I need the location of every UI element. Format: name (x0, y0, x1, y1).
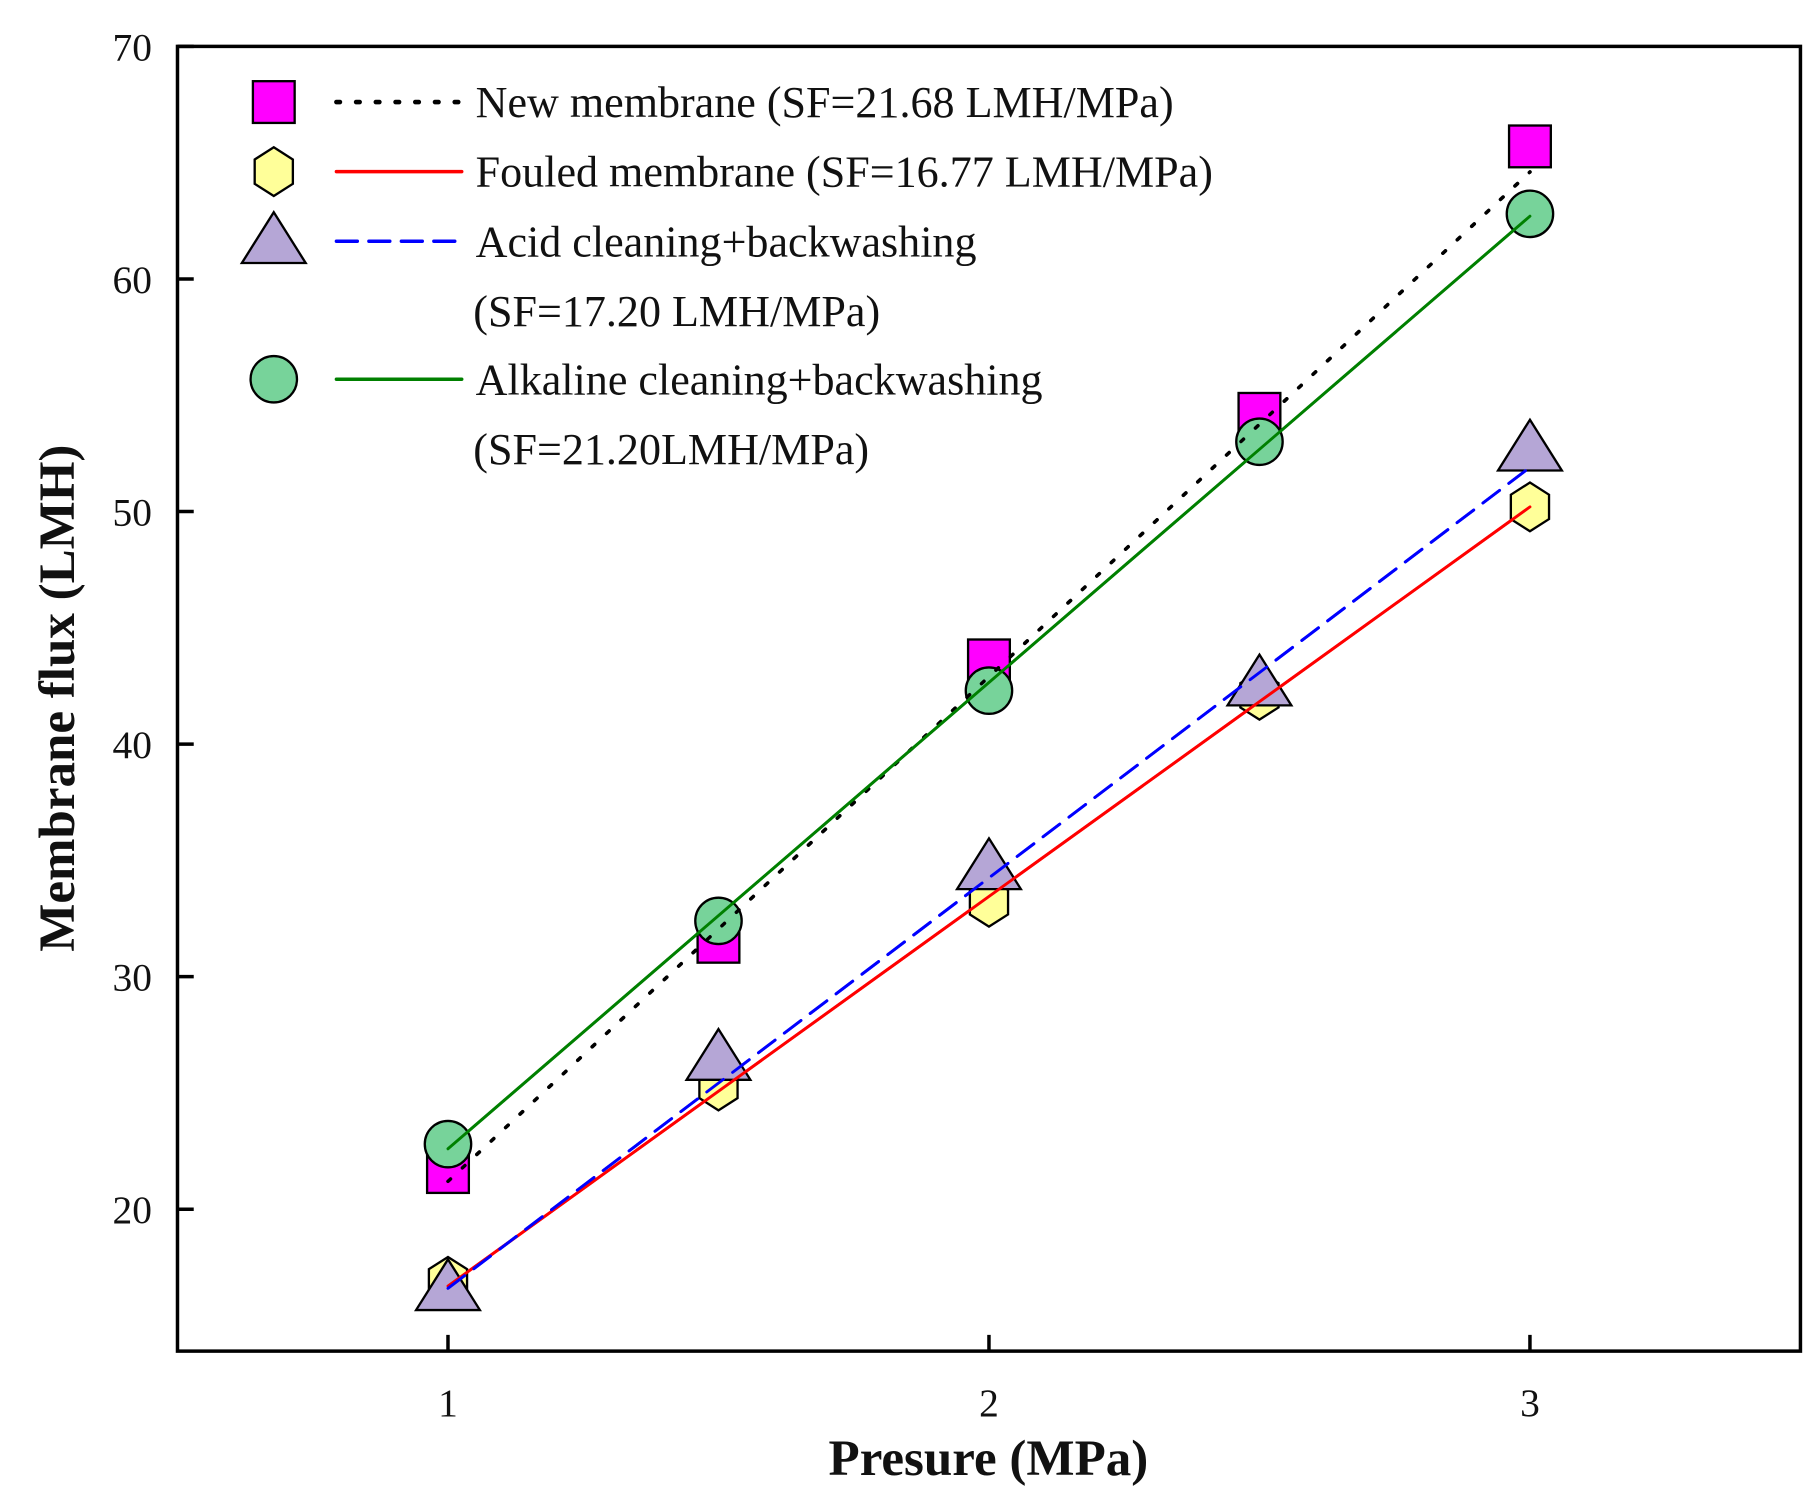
legend-label: New membrane (SF=21.68 LMH/MPa) (476, 78, 1174, 127)
fit-line-overlay-1 (446, 505, 1532, 1288)
data-point-triangle (684, 1026, 753, 1081)
x-tick-label: 1 (438, 1381, 458, 1425)
x-axis-label: Presure (MPa) (829, 1431, 1149, 1487)
y-tick-label: 70 (113, 25, 152, 69)
x-tick-label: 2 (979, 1381, 999, 1425)
y-tick-label: 60 (113, 258, 152, 302)
data-point-triangle (1495, 417, 1564, 472)
legend-label: (SF=17.20 LMH/MPa) (473, 287, 880, 336)
data-point-circle (1235, 417, 1284, 467)
data-point-circle (423, 1119, 473, 1169)
y-tick-label: 30 (113, 956, 152, 1000)
data-point-triangle (954, 836, 1023, 891)
legend-marker-circle (249, 354, 299, 404)
data-points (413, 124, 1564, 1312)
fit-lines (446, 170, 1532, 1290)
data-point-circle (694, 896, 743, 946)
x-tick-label: 3 (1520, 1381, 1540, 1425)
fit-line-overlay-3 (446, 214, 1532, 1151)
y-tick-label: 50 (113, 490, 152, 534)
legend-marker-square (251, 80, 296, 125)
data-point-triangle (1225, 652, 1294, 707)
y-tick-label: 20 (113, 1188, 152, 1232)
data-point-square (1507, 124, 1552, 169)
legend-marker-hexagon (253, 145, 295, 198)
legend-label: Acid cleaning+backwashing (476, 217, 977, 266)
y-tick-label: 40 (113, 723, 152, 767)
legend-label: (SF=21.20LMH/MPa) (473, 425, 869, 474)
legend-label: Alkaline cleaning+backwashing (476, 355, 1043, 404)
legend-marker-triangle (239, 210, 308, 265)
fit-line-overlay-2 (446, 465, 1532, 1290)
axis-ticks: 1 2 3 20 30 40 50 60 70 (113, 25, 1540, 1425)
legend-label: Fouled membrane (SF=16.77 LMH/MPa) (476, 148, 1213, 197)
legend: New membrane (SF=21.68 LMH/MPa) Fouled me… (239, 78, 1213, 474)
data-point-circle (964, 666, 1014, 715)
y-axis-label: Membrane flux (LMH) (30, 445, 86, 952)
